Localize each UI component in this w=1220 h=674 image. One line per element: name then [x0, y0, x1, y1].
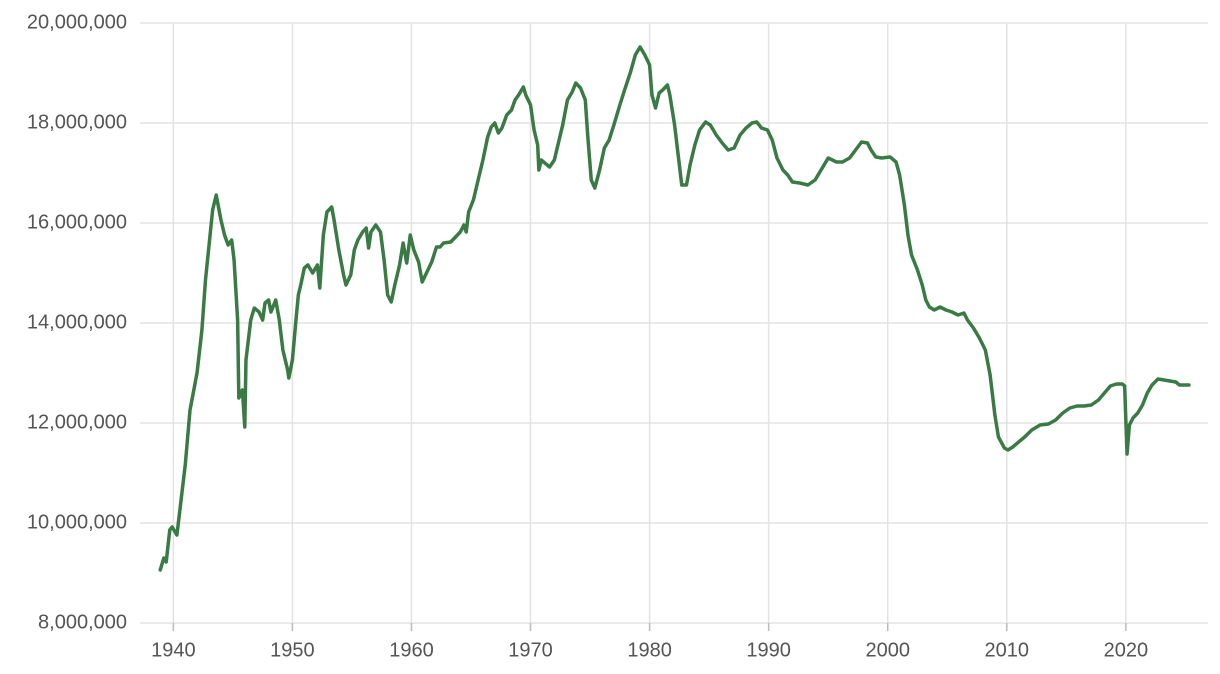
- data-line: [158, 45, 1191, 572]
- x-tick-label: 2010: [985, 639, 1030, 661]
- x-tick-label: 2000: [865, 639, 910, 661]
- y-tick-label: 10,000,000: [27, 511, 127, 533]
- y-tick-label: 8,000,000: [38, 611, 127, 633]
- x-tick-label: 1950: [270, 639, 315, 661]
- y-tick-label: 18,000,000: [27, 111, 127, 133]
- x-tick-label: 1960: [389, 639, 434, 661]
- x-tick-label: 1990: [746, 639, 791, 661]
- x-tick-label: 1970: [508, 639, 553, 661]
- x-tick-label: 1980: [627, 639, 672, 661]
- y-tick-label: 14,000,000: [27, 311, 127, 333]
- x-tick-label: 2020: [1104, 639, 1149, 661]
- y-tick-label: 12,000,000: [27, 411, 127, 433]
- y-tick-label: 20,000,000: [27, 11, 127, 33]
- x-tick-label: 1940: [151, 639, 196, 661]
- y-tick-label: 16,000,000: [27, 211, 127, 233]
